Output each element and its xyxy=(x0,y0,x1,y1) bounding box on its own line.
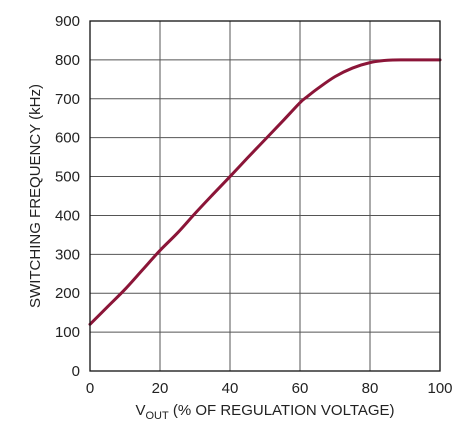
x-axis-title-v: V xyxy=(135,402,145,419)
x-tick-label: 80 xyxy=(362,380,379,397)
x-tick-label: 60 xyxy=(292,380,309,397)
x-tick-label: 40 xyxy=(222,380,239,397)
y-tick-label: 800 xyxy=(55,52,80,69)
y-tick-label: 200 xyxy=(55,285,80,302)
x-tick-label: 0 xyxy=(86,380,94,397)
grid-lines xyxy=(89,20,441,372)
y-tick-label: 400 xyxy=(55,207,80,224)
y-tick-label: 700 xyxy=(55,91,80,108)
x-tick-label: 20 xyxy=(152,380,169,397)
x-tick-labels: 0 20 40 60 80 100 xyxy=(86,380,453,397)
y-tick-label: 300 xyxy=(55,246,80,263)
plot-frame xyxy=(89,20,441,372)
frequency-curve xyxy=(88,58,442,326)
y-axis-title: SWITCHING FREQUENCY (kHz) xyxy=(27,84,44,308)
x-axis-title-subscript: OUT xyxy=(145,410,169,422)
series-lines xyxy=(88,58,442,326)
y-tick-label: 600 xyxy=(55,130,80,147)
x-axis-title: VOUT (% OF REGULATION VOLTAGE) xyxy=(135,402,394,422)
x-tick-label: 100 xyxy=(427,380,452,397)
y-tick-label: 0 xyxy=(72,363,80,380)
x-axis-title-rest: (% OF REGULATION VOLTAGE) xyxy=(169,402,395,419)
y-tick-label: 900 xyxy=(55,13,80,30)
y-tick-label: 500 xyxy=(55,169,80,186)
y-tick-labels: 0 100 200 300 400 500 600 700 800 900 xyxy=(55,13,80,380)
y-tick-label: 100 xyxy=(55,324,80,341)
